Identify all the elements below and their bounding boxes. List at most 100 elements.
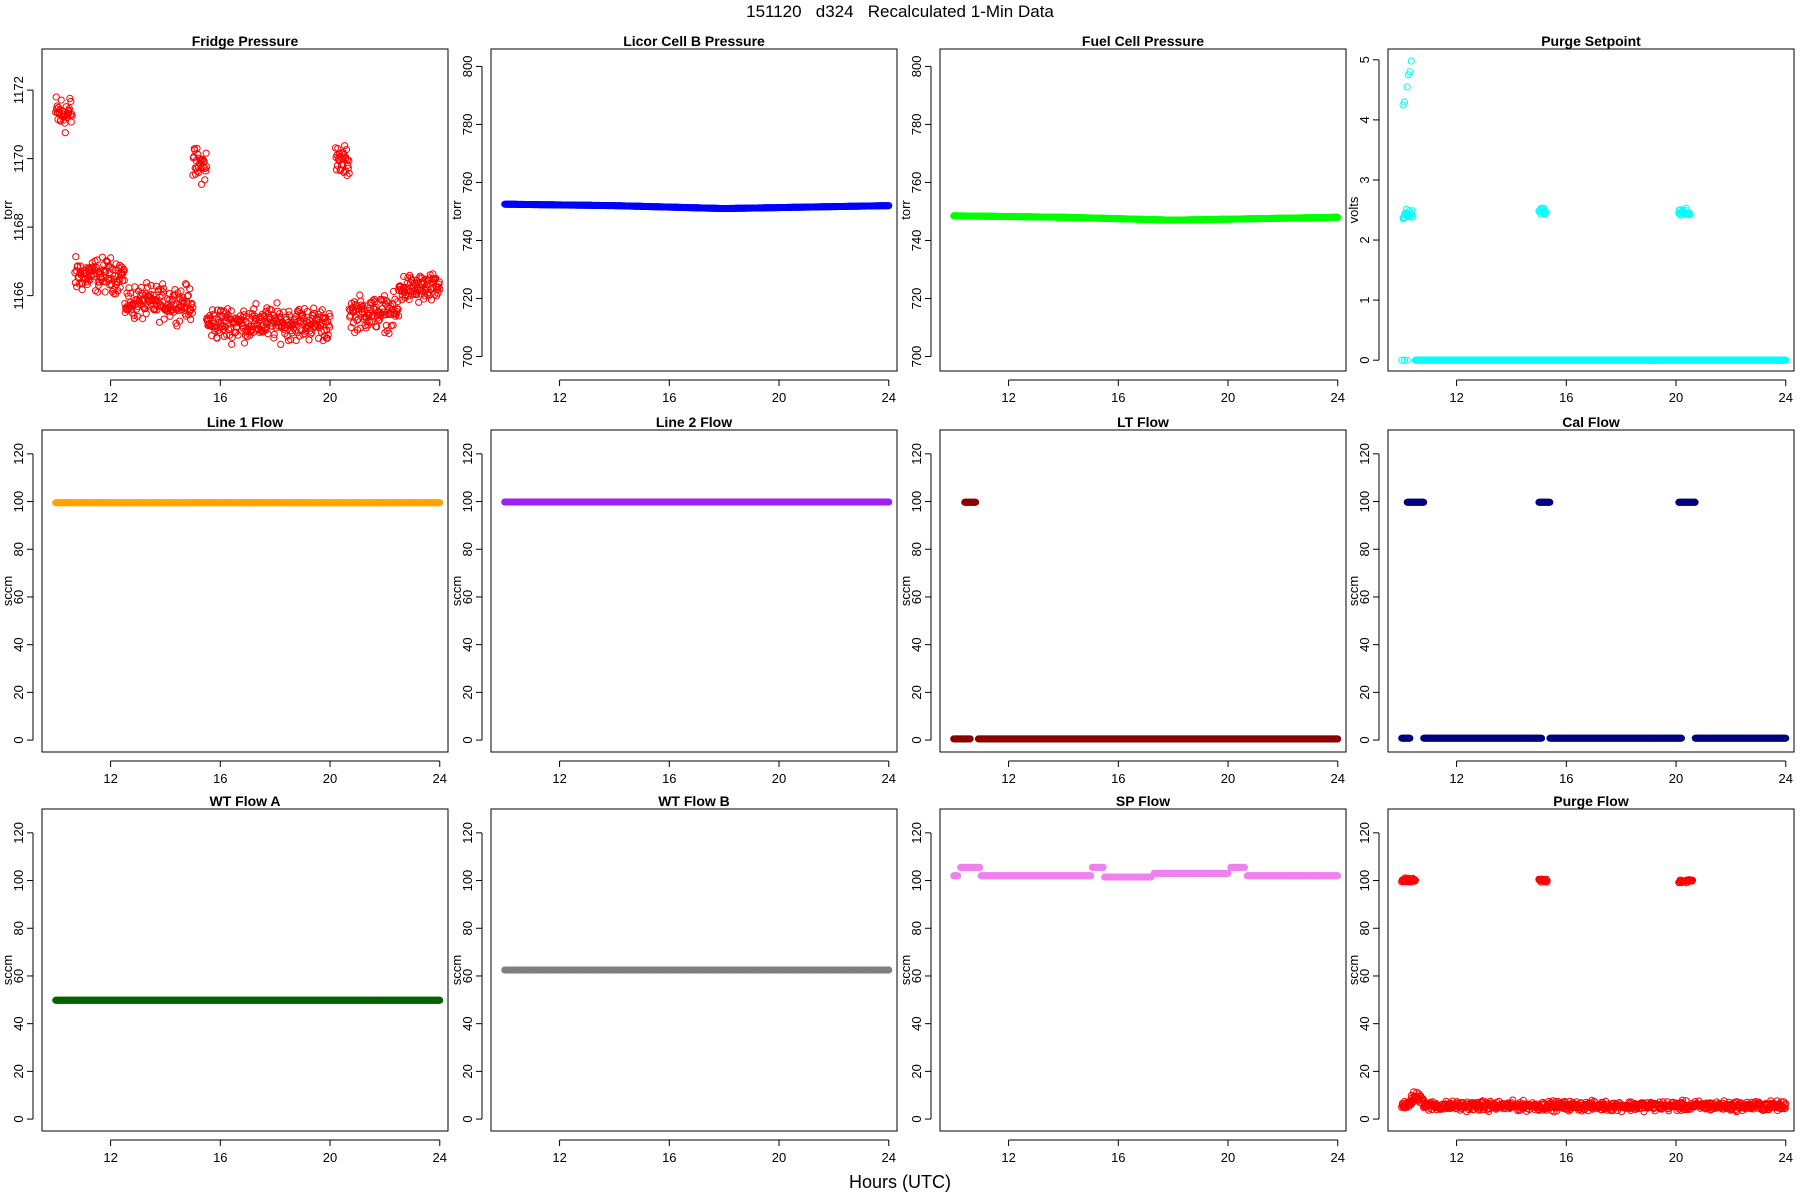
y-tick-label: 20: [11, 685, 26, 699]
data-point: [57, 96, 65, 104]
data-point: [353, 316, 361, 324]
data-point: [344, 164, 352, 172]
data-point: [323, 334, 331, 342]
x-tick-label: 16: [1111, 390, 1125, 405]
data-point: [144, 283, 152, 291]
data-point: [404, 292, 412, 300]
data-point: [98, 253, 107, 261]
data-point: [160, 315, 168, 323]
y-tick-label: 720: [909, 288, 924, 310]
data-point: [436, 285, 444, 293]
data-point: [427, 296, 436, 304]
data-point: [107, 254, 115, 262]
data-point: [350, 308, 358, 316]
y-tick-label: 740: [909, 230, 924, 252]
data-point: [277, 340, 285, 348]
data-point: [356, 291, 364, 299]
data-point: [94, 288, 102, 296]
data-point: [287, 336, 295, 344]
y-tick-label: 760: [460, 172, 475, 194]
data-point: [131, 283, 139, 291]
y-tick-label: 3: [1357, 176, 1372, 183]
data-point: [389, 321, 397, 329]
data-point: [186, 285, 194, 293]
x-tick-label: 12: [552, 390, 566, 405]
x-tick-label: 16: [1559, 390, 1573, 405]
data-point: [409, 282, 417, 290]
data-point: [183, 292, 191, 300]
plot-frame: [41, 429, 449, 753]
data-point: [116, 283, 124, 291]
y-tick-label: 60: [11, 590, 26, 604]
y-tick-label: 0: [1357, 357, 1372, 364]
y-tick-label: 760: [909, 172, 924, 194]
data-point: [139, 315, 147, 323]
y-tick-label: 80: [11, 542, 26, 556]
y-tick-label: 5: [1357, 56, 1372, 63]
data-point: [188, 299, 196, 308]
data-point: [382, 321, 390, 329]
y-tick-label: 1172: [11, 76, 26, 104]
data-point: [345, 157, 353, 165]
plot-frame: [41, 48, 449, 372]
y-tick-label: 720: [460, 288, 475, 310]
data-point: [109, 286, 117, 294]
data-point: [228, 340, 236, 348]
y-axis-label: torr: [0, 200, 15, 220]
y-tick-label: 740: [460, 230, 475, 252]
x-tick-label: 24: [433, 771, 447, 786]
y-axis-label: volts: [1346, 196, 1361, 223]
panel-title: Licor Cell B Pressure: [623, 33, 765, 49]
x-tick-label: 16: [213, 771, 227, 786]
data-point: [339, 161, 347, 169]
data-point: [68, 112, 76, 120]
data-point: [395, 312, 403, 320]
data-point: [307, 330, 315, 338]
y-tick-label: 1170: [11, 145, 26, 173]
data-point: [75, 280, 84, 288]
data-point: [130, 311, 138, 319]
data-point: [66, 94, 74, 103]
data-point: [270, 330, 278, 339]
data-point: [240, 311, 248, 319]
x-tick-label: 20: [1669, 390, 1683, 405]
y-tick-label: 780: [909, 114, 924, 136]
plot-frame: [939, 48, 1347, 372]
data-point: [104, 262, 112, 270]
data-point: [415, 298, 423, 306]
data-point: [72, 253, 80, 261]
data-point: [381, 329, 389, 337]
data-point: [188, 309, 196, 317]
data-point: [288, 321, 296, 329]
panel-title: Line 1 Flow: [207, 414, 283, 430]
data-point: [423, 285, 431, 293]
data-point: [202, 167, 210, 175]
data-point: [95, 281, 103, 289]
data-point: [199, 155, 207, 164]
x-tick-label: 12: [103, 771, 117, 786]
y-tick-label: 100: [11, 491, 26, 513]
data-point: [160, 285, 168, 293]
data-point: [343, 156, 351, 164]
data-point: [369, 296, 377, 305]
x-tick-label: 20: [772, 390, 786, 405]
data-point: [326, 323, 334, 331]
data-point: [344, 161, 352, 169]
data-point: [159, 288, 167, 296]
data-point: [275, 314, 283, 322]
y-tick-label: 40: [11, 637, 26, 651]
x-tick-label: 12: [103, 390, 117, 405]
data-point: [201, 164, 209, 172]
data-point: [416, 272, 424, 280]
data-point: [420, 295, 428, 303]
data-point: [159, 280, 167, 288]
data-point: [219, 325, 228, 333]
x-tick-label: 20: [323, 390, 337, 405]
data-point: [143, 279, 151, 287]
data-point: [187, 315, 195, 323]
x-tick-label: 24: [1779, 390, 1793, 405]
data-point: [201, 176, 209, 184]
